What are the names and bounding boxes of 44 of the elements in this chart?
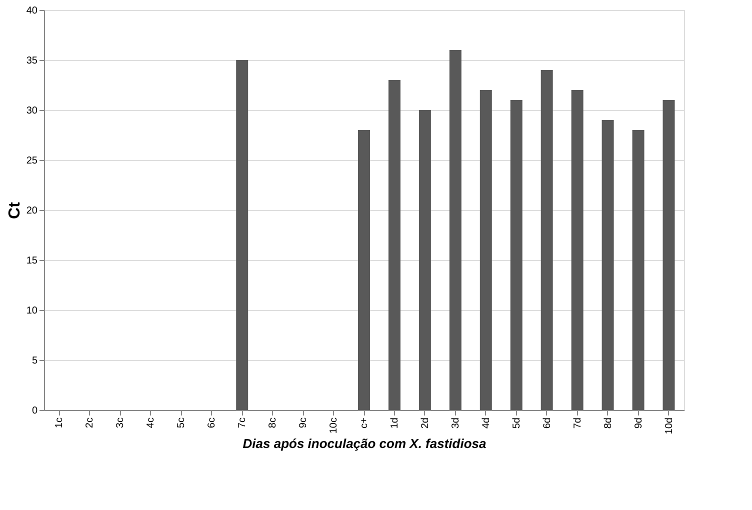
x-tick-label: 7c bbox=[237, 418, 248, 428]
y-tick-label: 0 bbox=[32, 406, 38, 416]
y-tick-label: 10 bbox=[26, 306, 38, 316]
bar bbox=[602, 120, 614, 410]
x-tick-label: 4c bbox=[146, 418, 157, 428]
bar bbox=[358, 130, 370, 410]
bar bbox=[571, 90, 584, 410]
y-tick-label: 40 bbox=[26, 6, 38, 16]
x-tick-label: 8c bbox=[268, 418, 279, 428]
x-tick-label: 5c bbox=[176, 418, 188, 428]
y-tick-label: 30 bbox=[26, 106, 38, 116]
bar bbox=[632, 130, 644, 410]
x-tick-label: 7d bbox=[572, 418, 584, 429]
bar bbox=[510, 100, 522, 410]
y-tick-label: 25 bbox=[26, 156, 38, 166]
bar bbox=[236, 60, 248, 410]
x-tick-label: 10d bbox=[664, 418, 675, 434]
x-tick-label: 5d bbox=[511, 418, 522, 429]
x-axis-title: Dias após inoculação com X. fastidiosa bbox=[242, 436, 486, 452]
x-tick-label: 2c bbox=[84, 418, 96, 428]
bar bbox=[449, 50, 462, 410]
x-tick-label: c+ bbox=[359, 417, 370, 428]
x-tick-label: 9d bbox=[633, 418, 644, 429]
bar bbox=[662, 100, 675, 410]
x-tick-label: 8d bbox=[602, 418, 614, 429]
bar bbox=[480, 90, 492, 410]
bar bbox=[418, 110, 431, 410]
y-tick-label: 35 bbox=[26, 56, 38, 66]
bar bbox=[388, 80, 400, 410]
x-tick-label: 3c bbox=[115, 418, 126, 428]
y-axis-title: Ct bbox=[6, 201, 24, 219]
x-tick-label: 2d bbox=[420, 418, 431, 429]
x-tick-label: 6d bbox=[542, 418, 553, 429]
x-tick-label: 3d bbox=[450, 418, 462, 429]
x-tick-label: 9c bbox=[298, 418, 310, 428]
x-tick-label: 10c bbox=[328, 418, 340, 434]
x-tick-label: 1c bbox=[54, 418, 66, 428]
x-tick-label: 6c bbox=[206, 418, 218, 428]
x-tick-label: 4d bbox=[480, 418, 492, 429]
y-tick-label: 5 bbox=[32, 356, 38, 366]
y-tick-label: 20 bbox=[26, 206, 38, 216]
x-tick-label: 1d bbox=[389, 418, 400, 429]
bar bbox=[540, 70, 553, 410]
y-tick-label: 15 bbox=[26, 256, 38, 266]
